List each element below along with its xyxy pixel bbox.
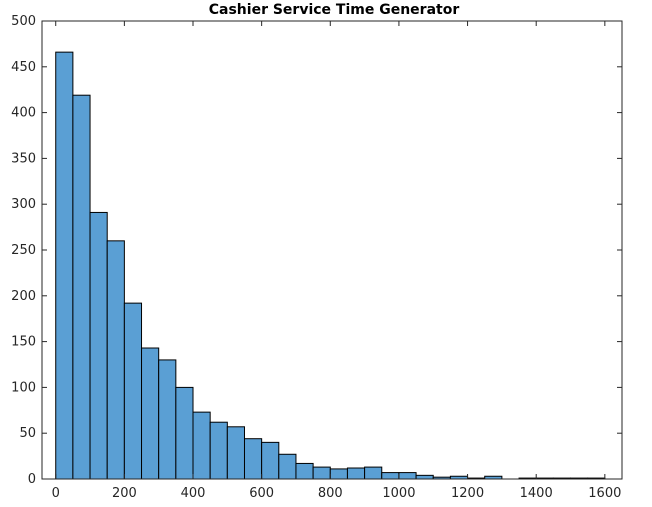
y-tick-label: 150	[11, 335, 36, 350]
x-tick-label: 800	[318, 486, 343, 501]
histogram-bar	[209, 421, 228, 480]
histogram-bar	[329, 468, 348, 480]
y-tick-label: 0	[28, 472, 36, 487]
histogram-bar	[106, 240, 125, 480]
chart-title: Cashier Service Time Generator	[209, 2, 460, 18]
axes-group: 0 200 400 600 800 1000 1200 1400 1600 0 50 100 150 20…	[11, 14, 623, 501]
y-tick-label: 350	[11, 151, 36, 166]
y-tick-label: 400	[11, 106, 36, 121]
y-tick-label: 250	[11, 243, 36, 258]
x-tick-label: 0	[52, 486, 60, 501]
histogram-bar	[158, 359, 177, 480]
histogram-bar	[192, 411, 211, 480]
histogram-bar	[226, 426, 245, 480]
histogram-bar	[398, 472, 417, 480]
bars-group	[55, 51, 606, 480]
x-tick-label: 1000	[382, 486, 415, 501]
x-tick-label: 600	[249, 486, 274, 501]
x-tick-label: 1600	[588, 486, 621, 501]
y-tick-label: 100	[11, 380, 36, 395]
histogram-bar	[89, 211, 108, 480]
histogram-bar	[381, 472, 400, 480]
x-tick-label: 1200	[451, 486, 484, 501]
histogram-bar	[295, 462, 314, 480]
y-tick-label: 450	[11, 60, 36, 75]
y-tick-label: 500	[11, 14, 36, 29]
histogram-bar	[243, 438, 263, 480]
y-tick-label: 200	[11, 289, 36, 304]
histogram-bar	[261, 441, 280, 480]
histogram-bar	[312, 466, 331, 480]
histogram-bar	[123, 302, 143, 480]
histogram-bar	[364, 466, 383, 480]
y-tick-label: 300	[11, 197, 36, 212]
histogram-bar	[55, 51, 74, 480]
histogram-bar	[72, 94, 91, 480]
x-tick-label: 400	[181, 486, 206, 501]
x-tick-label: 1400	[520, 486, 553, 501]
y-tick-label: 50	[19, 426, 36, 441]
histogram-bar	[141, 347, 160, 480]
histogram-bar	[278, 453, 297, 480]
x-tick-label: 200	[112, 486, 137, 501]
histogram-bar	[346, 467, 366, 480]
histogram-bar	[175, 386, 194, 480]
histogram-bar	[415, 474, 434, 480]
